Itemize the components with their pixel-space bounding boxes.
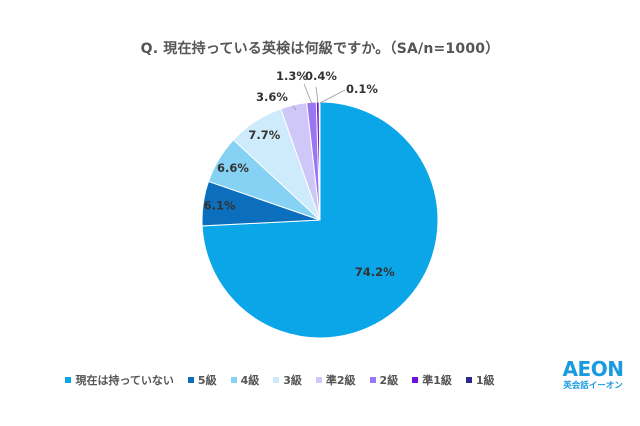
- data-label: 74.2%: [355, 265, 395, 279]
- legend-swatch: [465, 377, 472, 383]
- data-label: 1.3%: [276, 69, 308, 83]
- data-label: 6.1%: [204, 199, 236, 213]
- aeon-logo: AEON 英会話イーオン: [556, 358, 630, 392]
- leader-line: [319, 89, 346, 104]
- legend-label: 2級: [379, 374, 399, 387]
- legend-item: 現在は持っていない: [65, 372, 174, 388]
- leader-line: [292, 105, 297, 111]
- chart-title: Q. 現在持っている英検は何級ですか。（SA/n=1000）: [140, 41, 500, 57]
- legend-item: 3級: [273, 372, 302, 388]
- legend-item: 5級: [187, 372, 217, 388]
- legend-swatch: [273, 377, 280, 383]
- data-label: 0.1%: [346, 82, 378, 96]
- legend-label: 4級: [240, 374, 260, 387]
- legend-label: 準1級: [422, 374, 452, 387]
- legend-swatch: [315, 377, 322, 383]
- legend-swatch: [65, 377, 72, 383]
- legend-swatch: [230, 377, 237, 383]
- legend-item: 準1級: [412, 372, 452, 388]
- pie-slice: [318, 101, 321, 221]
- leader-lines: [292, 83, 346, 111]
- legend-label: 3級: [283, 374, 302, 387]
- legend-swatch: [187, 377, 194, 383]
- leader-line: [315, 86, 319, 104]
- data-labels: 74.2% 6.1% 6.6% 7.7% 3.6% 1.3%0.4% 0.1%: [204, 69, 396, 279]
- data-label: 0.4%: [305, 69, 337, 83]
- legend-item: 4級: [230, 372, 260, 388]
- data-label: 7.7%: [248, 128, 280, 142]
- legend-swatch: [412, 377, 419, 383]
- legend-item: 準2級: [315, 372, 356, 388]
- legend-swatch: [369, 377, 376, 383]
- pie-slices: [201, 101, 439, 339]
- legend-item: 2級: [369, 372, 399, 388]
- legend-label: 1級: [475, 374, 495, 387]
- logo-subtitle: 英会話イーオン: [563, 381, 623, 391]
- data-label: 6.6%: [217, 161, 249, 175]
- legend-item: 1級: [465, 372, 495, 388]
- legend-label: 5級: [197, 374, 217, 387]
- data-label: 3.6%: [256, 90, 288, 104]
- legend-label: 現在は持っていない: [75, 374, 174, 387]
- leader-line: [303, 83, 313, 105]
- legend-label: 準2級: [325, 374, 356, 387]
- logo-wordmark: AEON: [562, 357, 624, 381]
- legend: 現在は持っていない 5級 4級 3級 準2級 2級 準1級 1級: [0, 372, 560, 388]
